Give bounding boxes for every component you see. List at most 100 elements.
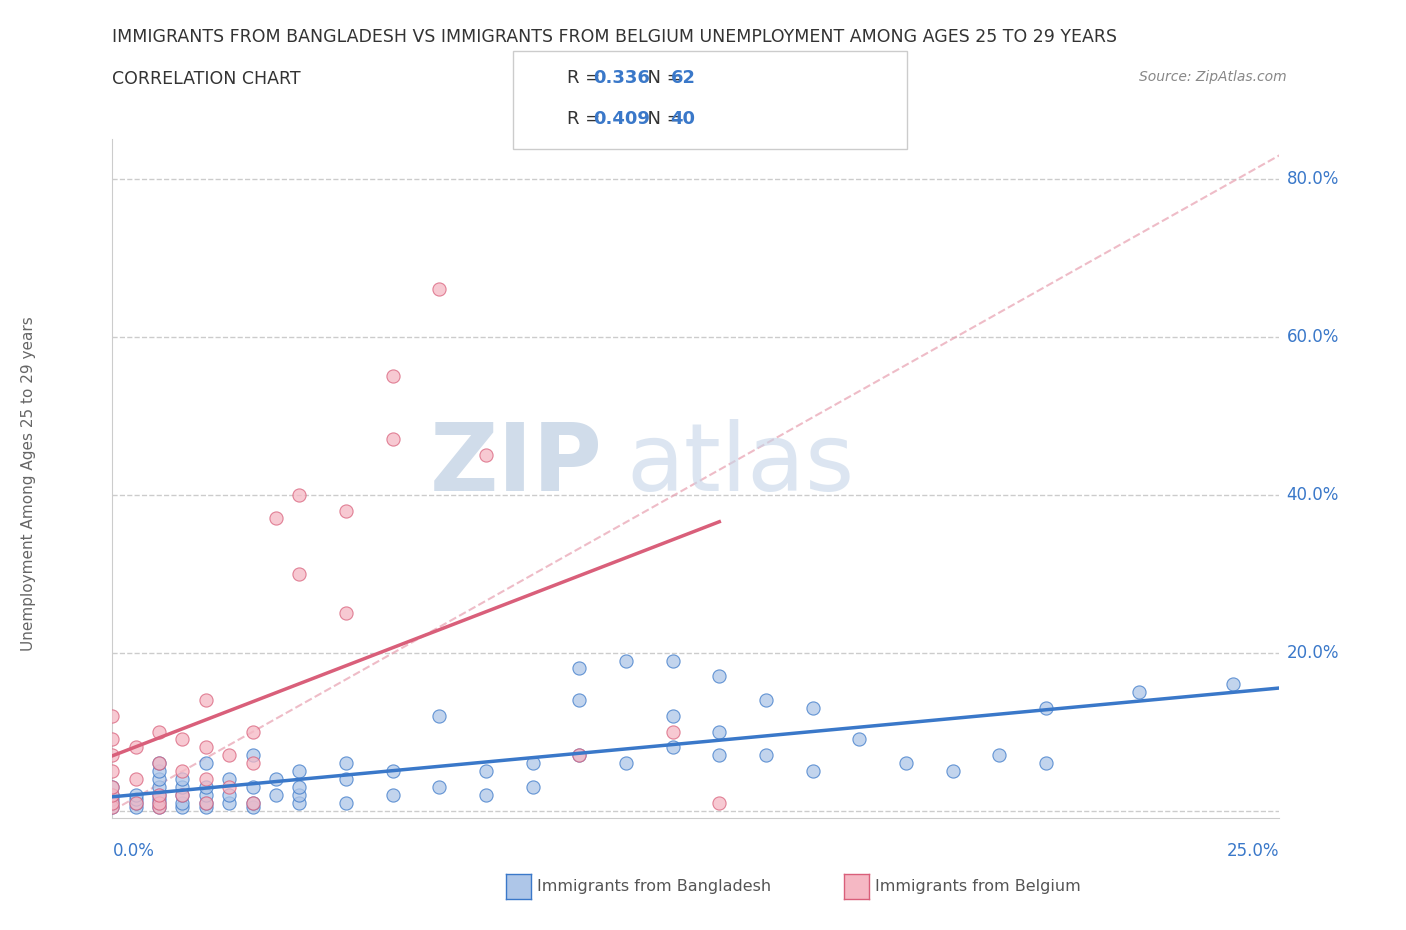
Point: [148, 764, 170, 778]
Point: [218, 772, 240, 787]
Point: [335, 503, 357, 518]
Point: [101, 779, 124, 794]
Point: [101, 788, 124, 803]
Text: 0.336: 0.336: [593, 69, 650, 87]
Point: [427, 779, 450, 794]
Point: [148, 799, 170, 814]
Text: 20.0%: 20.0%: [1286, 644, 1339, 661]
Point: [661, 724, 683, 739]
Point: [288, 788, 311, 803]
Point: [125, 791, 148, 806]
Text: atlas: atlas: [626, 419, 855, 512]
Text: 62: 62: [671, 69, 696, 87]
Point: [194, 693, 217, 708]
Text: 60.0%: 60.0%: [1286, 328, 1339, 346]
Point: [475, 448, 498, 463]
Point: [614, 653, 637, 668]
Point: [101, 795, 124, 810]
Text: R =: R =: [567, 110, 606, 128]
Text: Immigrants from Belgium: Immigrants from Belgium: [875, 879, 1080, 894]
Point: [848, 732, 870, 747]
Point: [242, 779, 264, 794]
Point: [194, 756, 217, 771]
Point: [288, 566, 311, 581]
Point: [568, 693, 591, 708]
Point: [148, 756, 170, 771]
Point: [172, 779, 194, 794]
Point: [568, 748, 591, 763]
Point: [194, 740, 217, 755]
Point: [568, 748, 591, 763]
Point: [1128, 684, 1150, 699]
Point: [264, 788, 287, 803]
Point: [125, 795, 148, 810]
Point: [1222, 677, 1244, 692]
Text: Unemployment Among Ages 25 to 29 years: Unemployment Among Ages 25 to 29 years: [21, 316, 35, 651]
Text: Immigrants from Bangladesh: Immigrants from Bangladesh: [537, 879, 772, 894]
Point: [242, 748, 264, 763]
Point: [755, 693, 778, 708]
Point: [568, 661, 591, 676]
Point: [288, 795, 311, 810]
Point: [709, 795, 731, 810]
Text: ZIP: ZIP: [430, 419, 603, 512]
Point: [101, 795, 124, 810]
Point: [381, 369, 404, 384]
Text: 0.0%: 0.0%: [112, 842, 155, 860]
Point: [242, 795, 264, 810]
Point: [218, 748, 240, 763]
Point: [101, 732, 124, 747]
Point: [335, 605, 357, 620]
Point: [194, 779, 217, 794]
Point: [218, 779, 240, 794]
Point: [709, 724, 731, 739]
Point: [335, 772, 357, 787]
Point: [381, 432, 404, 447]
Point: [475, 764, 498, 778]
Point: [755, 748, 778, 763]
Text: 40: 40: [671, 110, 696, 128]
Point: [942, 764, 965, 778]
Point: [264, 511, 287, 525]
Point: [801, 700, 824, 715]
Point: [194, 788, 217, 803]
Point: [194, 795, 217, 810]
Point: [148, 795, 170, 810]
Point: [288, 764, 311, 778]
Point: [522, 756, 544, 771]
Point: [427, 709, 450, 724]
Point: [614, 756, 637, 771]
Point: [148, 779, 170, 794]
Point: [148, 795, 170, 810]
Point: [148, 788, 170, 803]
Point: [172, 799, 194, 814]
Point: [101, 709, 124, 724]
Point: [1035, 756, 1057, 771]
Point: [242, 724, 264, 739]
Point: [894, 756, 917, 771]
Point: [125, 788, 148, 803]
Point: [218, 795, 240, 810]
Point: [172, 788, 194, 803]
Point: [125, 740, 148, 755]
Point: [335, 795, 357, 810]
Point: [101, 779, 124, 794]
Text: IMMIGRANTS FROM BANGLADESH VS IMMIGRANTS FROM BELGIUM UNEMPLOYMENT AMONG AGES 25: IMMIGRANTS FROM BANGLADESH VS IMMIGRANTS…: [112, 28, 1118, 46]
Point: [148, 791, 170, 806]
Point: [242, 795, 264, 810]
Point: [148, 799, 170, 814]
Point: [148, 772, 170, 787]
Point: [172, 795, 194, 810]
Point: [661, 740, 683, 755]
Text: CORRELATION CHART: CORRELATION CHART: [112, 70, 301, 87]
Point: [335, 756, 357, 771]
Point: [125, 772, 148, 787]
Point: [427, 282, 450, 297]
Text: 0.409: 0.409: [593, 110, 650, 128]
Point: [475, 788, 498, 803]
Point: [242, 799, 264, 814]
Text: Source: ZipAtlas.com: Source: ZipAtlas.com: [1139, 70, 1286, 84]
Text: N =: N =: [636, 69, 688, 87]
Point: [101, 764, 124, 778]
Point: [709, 748, 731, 763]
